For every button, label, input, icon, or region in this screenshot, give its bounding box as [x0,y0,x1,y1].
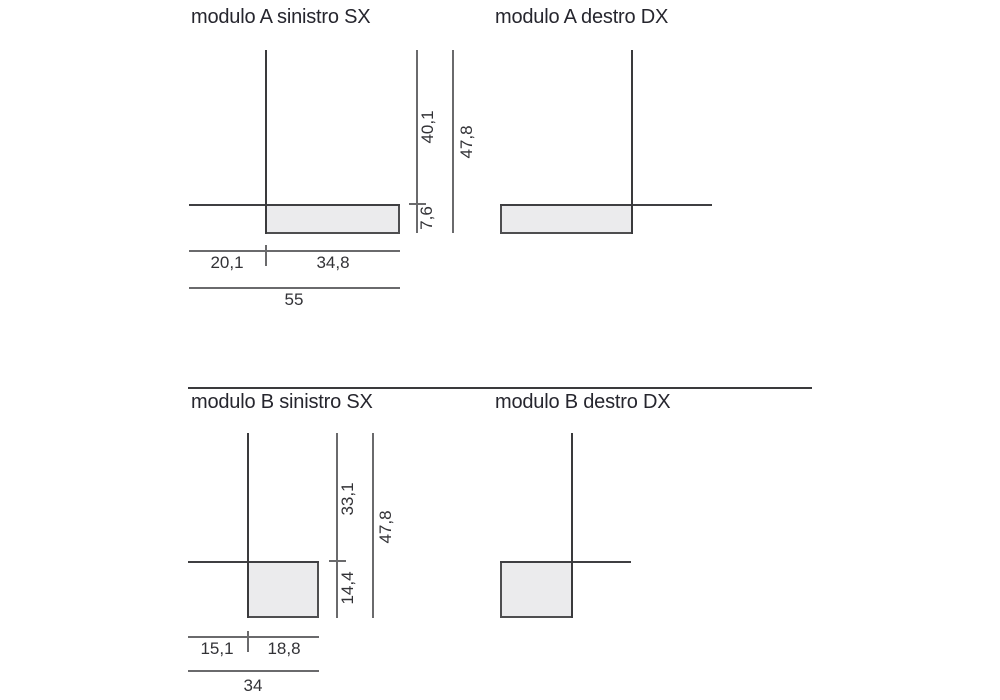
dimension-label-left-overhang: 15,1 [200,639,234,658]
dimension-line-width-inner [189,250,400,252]
shelf-box [500,204,633,234]
dimension-line-height-total [372,433,374,618]
dimension-line-height-inner [336,433,338,618]
dimension-tick [265,245,267,266]
horizontal-shelf-line [188,561,319,563]
dimension-label-shelf-width: 34,8 [316,253,350,272]
dimension-label-total-width: 34 [243,676,263,695]
horizontal-shelf-line [189,204,400,206]
dimension-label-shelf-thickness: 7,6 [417,206,436,230]
section-divider-line [188,387,812,389]
dimension-line-width-total [188,670,319,672]
vertical-panel-line [247,433,249,618]
dimension-label-total-height: 47,8 [457,125,476,159]
dimension-tick [247,631,249,652]
dimension-tick [329,560,346,562]
vertical-panel-line [631,50,633,234]
dimension-line-height-inner [416,50,418,233]
horizontal-shelf-line [500,204,712,206]
dimension-label-upright-height: 40,1 [418,110,437,144]
shelf-box [265,204,400,234]
dimension-label-total-height: 47,8 [376,510,395,544]
module-b-sx-title: modulo B sinistro SX [191,391,373,413]
dimension-label-upright-height: 33,1 [338,482,357,516]
dimension-line-width-total [189,287,400,289]
module-b-dx-title: modulo B destro DX [495,391,671,413]
module-a-sx-title: modulo A sinistro SX [191,6,371,28]
dimension-label-shelf-thickness: 14,4 [338,571,357,605]
horizontal-shelf-line [500,561,631,563]
dimension-label-shelf-width: 18,8 [267,639,301,658]
shelf-box [500,561,573,618]
dimension-label-total-width: 55 [284,290,304,309]
module-a-dx-title: modulo A destro DX [495,6,669,28]
vertical-panel-line [571,433,573,618]
dimension-label-left-overhang: 20,1 [210,253,244,272]
shelf-box [247,561,319,618]
dimension-tick [409,203,426,205]
dimension-line-width-inner [188,636,319,638]
dimension-line-height-total [452,50,454,233]
vertical-panel-line [265,50,267,234]
